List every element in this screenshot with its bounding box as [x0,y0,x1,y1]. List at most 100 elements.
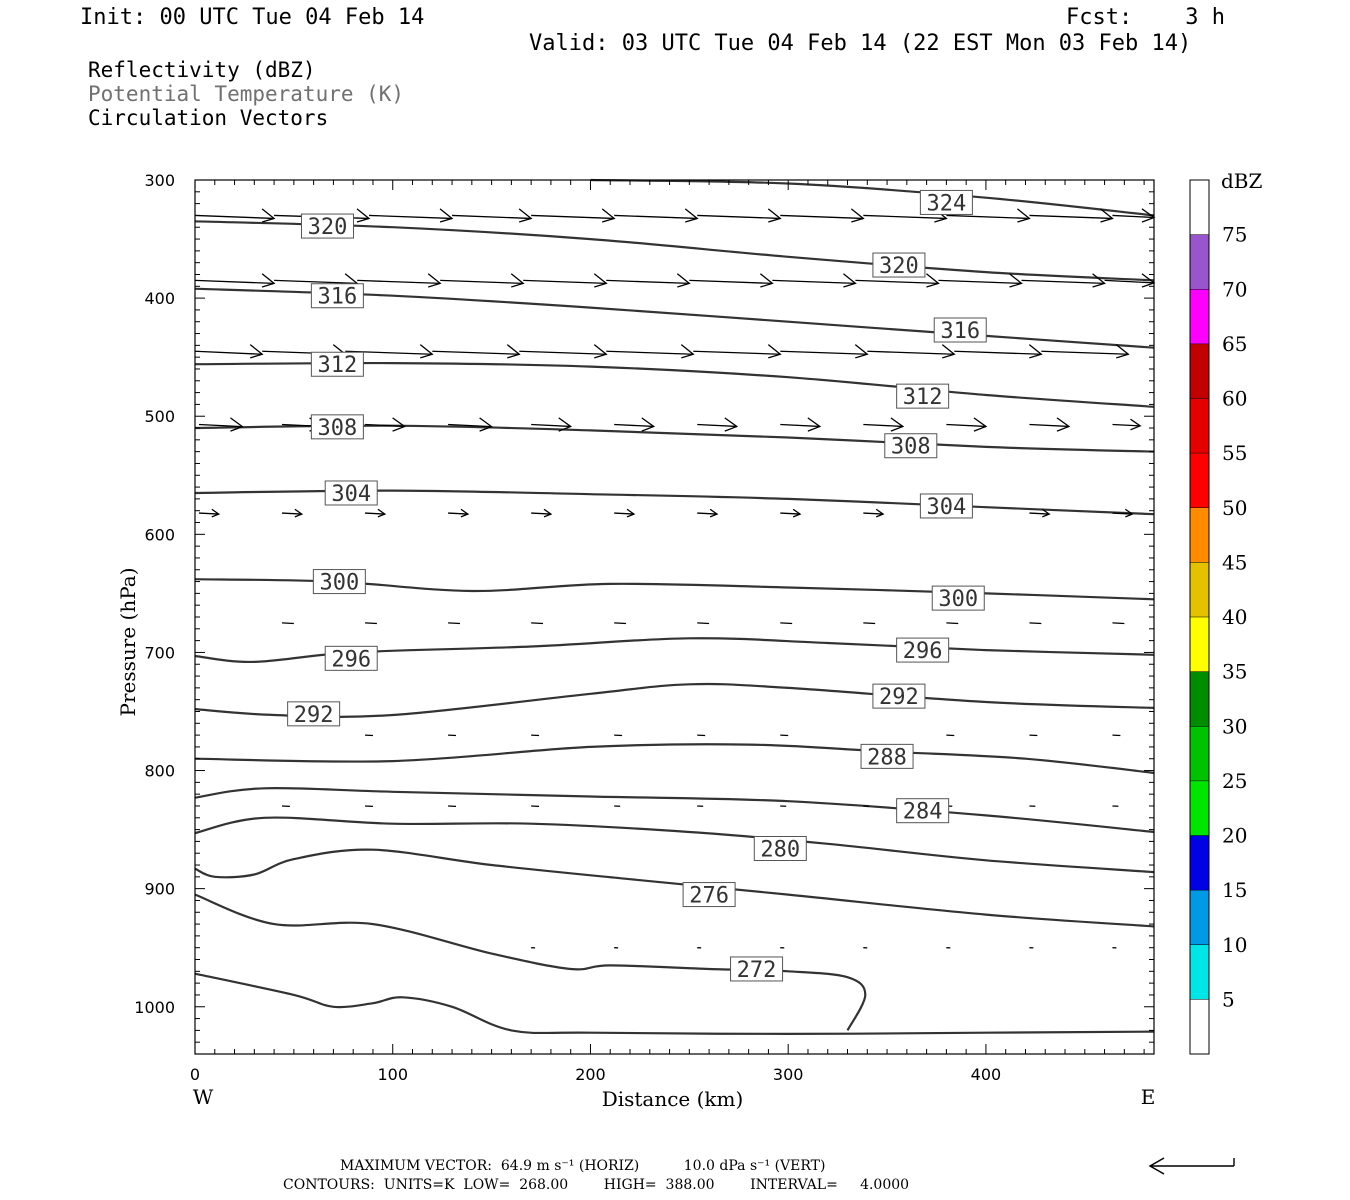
vector-head [543,508,553,518]
vector-shaft [863,512,884,515]
vector-head [759,273,774,288]
vector-shaft [365,512,385,515]
y-tick-label: 800 [144,762,175,781]
vector-shaft [1029,512,1050,515]
colorbar-segment [1190,835,1209,891]
contour-label-box [310,283,364,309]
colorbar-level-label: 35 [1222,660,1247,684]
contour-label: 292 [879,685,919,710]
contour-label-box [884,433,938,459]
vector-shaft [780,512,801,515]
vector-head [807,417,822,432]
colorbar-segment [1190,890,1209,945]
colorbar-segment [1190,398,1209,454]
vector-shaft [1112,512,1133,515]
colorbar-segment [1190,944,1209,1000]
vector-shaft [198,512,219,515]
reference-vector-arrow [1148,1157,1235,1175]
legend-circulation-vectors: Circulation Vectors [88,106,329,130]
contour-label-box [919,493,973,519]
vector-head [709,508,719,518]
contour-label: 288 [867,745,907,770]
y-tick-label: 400 [144,289,175,308]
contour-label: 320 [308,215,348,240]
contour-label-box [896,383,950,409]
x-tick-label: 100 [377,1065,408,1084]
vector-shaft [531,622,544,625]
vector-shaft [365,622,377,625]
contour-label-box [312,569,366,595]
vector-shaft [697,423,737,428]
colorbar-level-label: 60 [1222,387,1247,411]
contour-272 [194,893,867,1031]
colorbar-segment [1190,617,1209,672]
vector-shaft [523,279,607,285]
contour-label-box [753,835,807,861]
vector-shaft [780,622,793,625]
vector-shaft [954,350,1042,355]
vector-shaft [606,350,694,355]
vector-shaft [697,214,781,220]
colorbar-segment [1190,289,1209,344]
vector-head [875,508,885,518]
vector-head [261,273,276,288]
vector-shaft [448,512,468,515]
vector-head [439,208,454,223]
vector-head [377,508,387,518]
vector-shaft [194,350,263,355]
vector-shaft [1112,622,1125,625]
contour-label-box [300,213,354,239]
vector-head [356,208,371,223]
colorbar-level-label: 55 [1222,441,1247,465]
vector-shaft [194,279,275,285]
contour-296 [194,637,1155,664]
contour-labels: 324 320 320 316 316 312 312 308 308 304 304 300 300 2… [287,189,987,983]
vector-shaft [1041,350,1129,355]
contour-280 [194,816,1155,874]
x-axis-label: Distance (km) [602,1087,744,1111]
vector-shaft [946,622,959,625]
colorbar-segment [1190,726,1209,781]
vector-head [1028,344,1043,359]
contour-label: 280 [760,837,800,862]
vector-head [427,273,442,288]
vector-head [724,417,739,432]
vector-head [680,344,695,359]
colorbar: 5 10 15 20 25 30 35 40 45 50 55 60 65 70 75 dBZ [1189,169,1263,1055]
colorbar-level-label: 70 [1222,277,1247,301]
init-time: Init: 00 UTC Tue 04 Feb 14 [80,5,425,30]
vector-shaft [780,423,820,428]
contour-label: 284 [903,800,943,825]
contour-label: 308 [891,435,931,460]
vector-head [1009,273,1023,288]
contour-label: 296 [903,639,943,664]
vector-head [392,417,406,432]
vector-head [518,208,533,223]
vector-shaft [452,214,532,220]
x-tick-label: 300 [773,1065,804,1084]
contour-unlabeled [194,972,1155,1036]
vector-shaft [448,423,492,428]
vector-head [767,208,782,223]
contour-label-box [324,645,378,671]
vector-shaft [938,279,1022,285]
contour-324 [590,178,1155,217]
vector-head [1056,417,1071,432]
vector-head [1017,208,1031,223]
vector-shaft [531,423,571,428]
colorbar-segment-bottom [1190,999,1209,1054]
colorbar-segment [1190,453,1209,508]
contour-label: 316 [940,319,980,344]
colorbar-segment-top [1190,180,1209,235]
vector-head [1115,344,1130,359]
vector-shaft [867,350,955,355]
vector-head [684,208,699,223]
colorbar-level-label: 10 [1222,933,1247,957]
vector-shaft [855,279,939,285]
y-tick-label: 500 [144,407,175,426]
contour-label-box [872,252,926,278]
vector-head [1041,508,1051,518]
x-end-label-west: W [193,1085,214,1109]
contour-284 [194,787,1155,834]
circulation-vectors [194,208,1156,949]
